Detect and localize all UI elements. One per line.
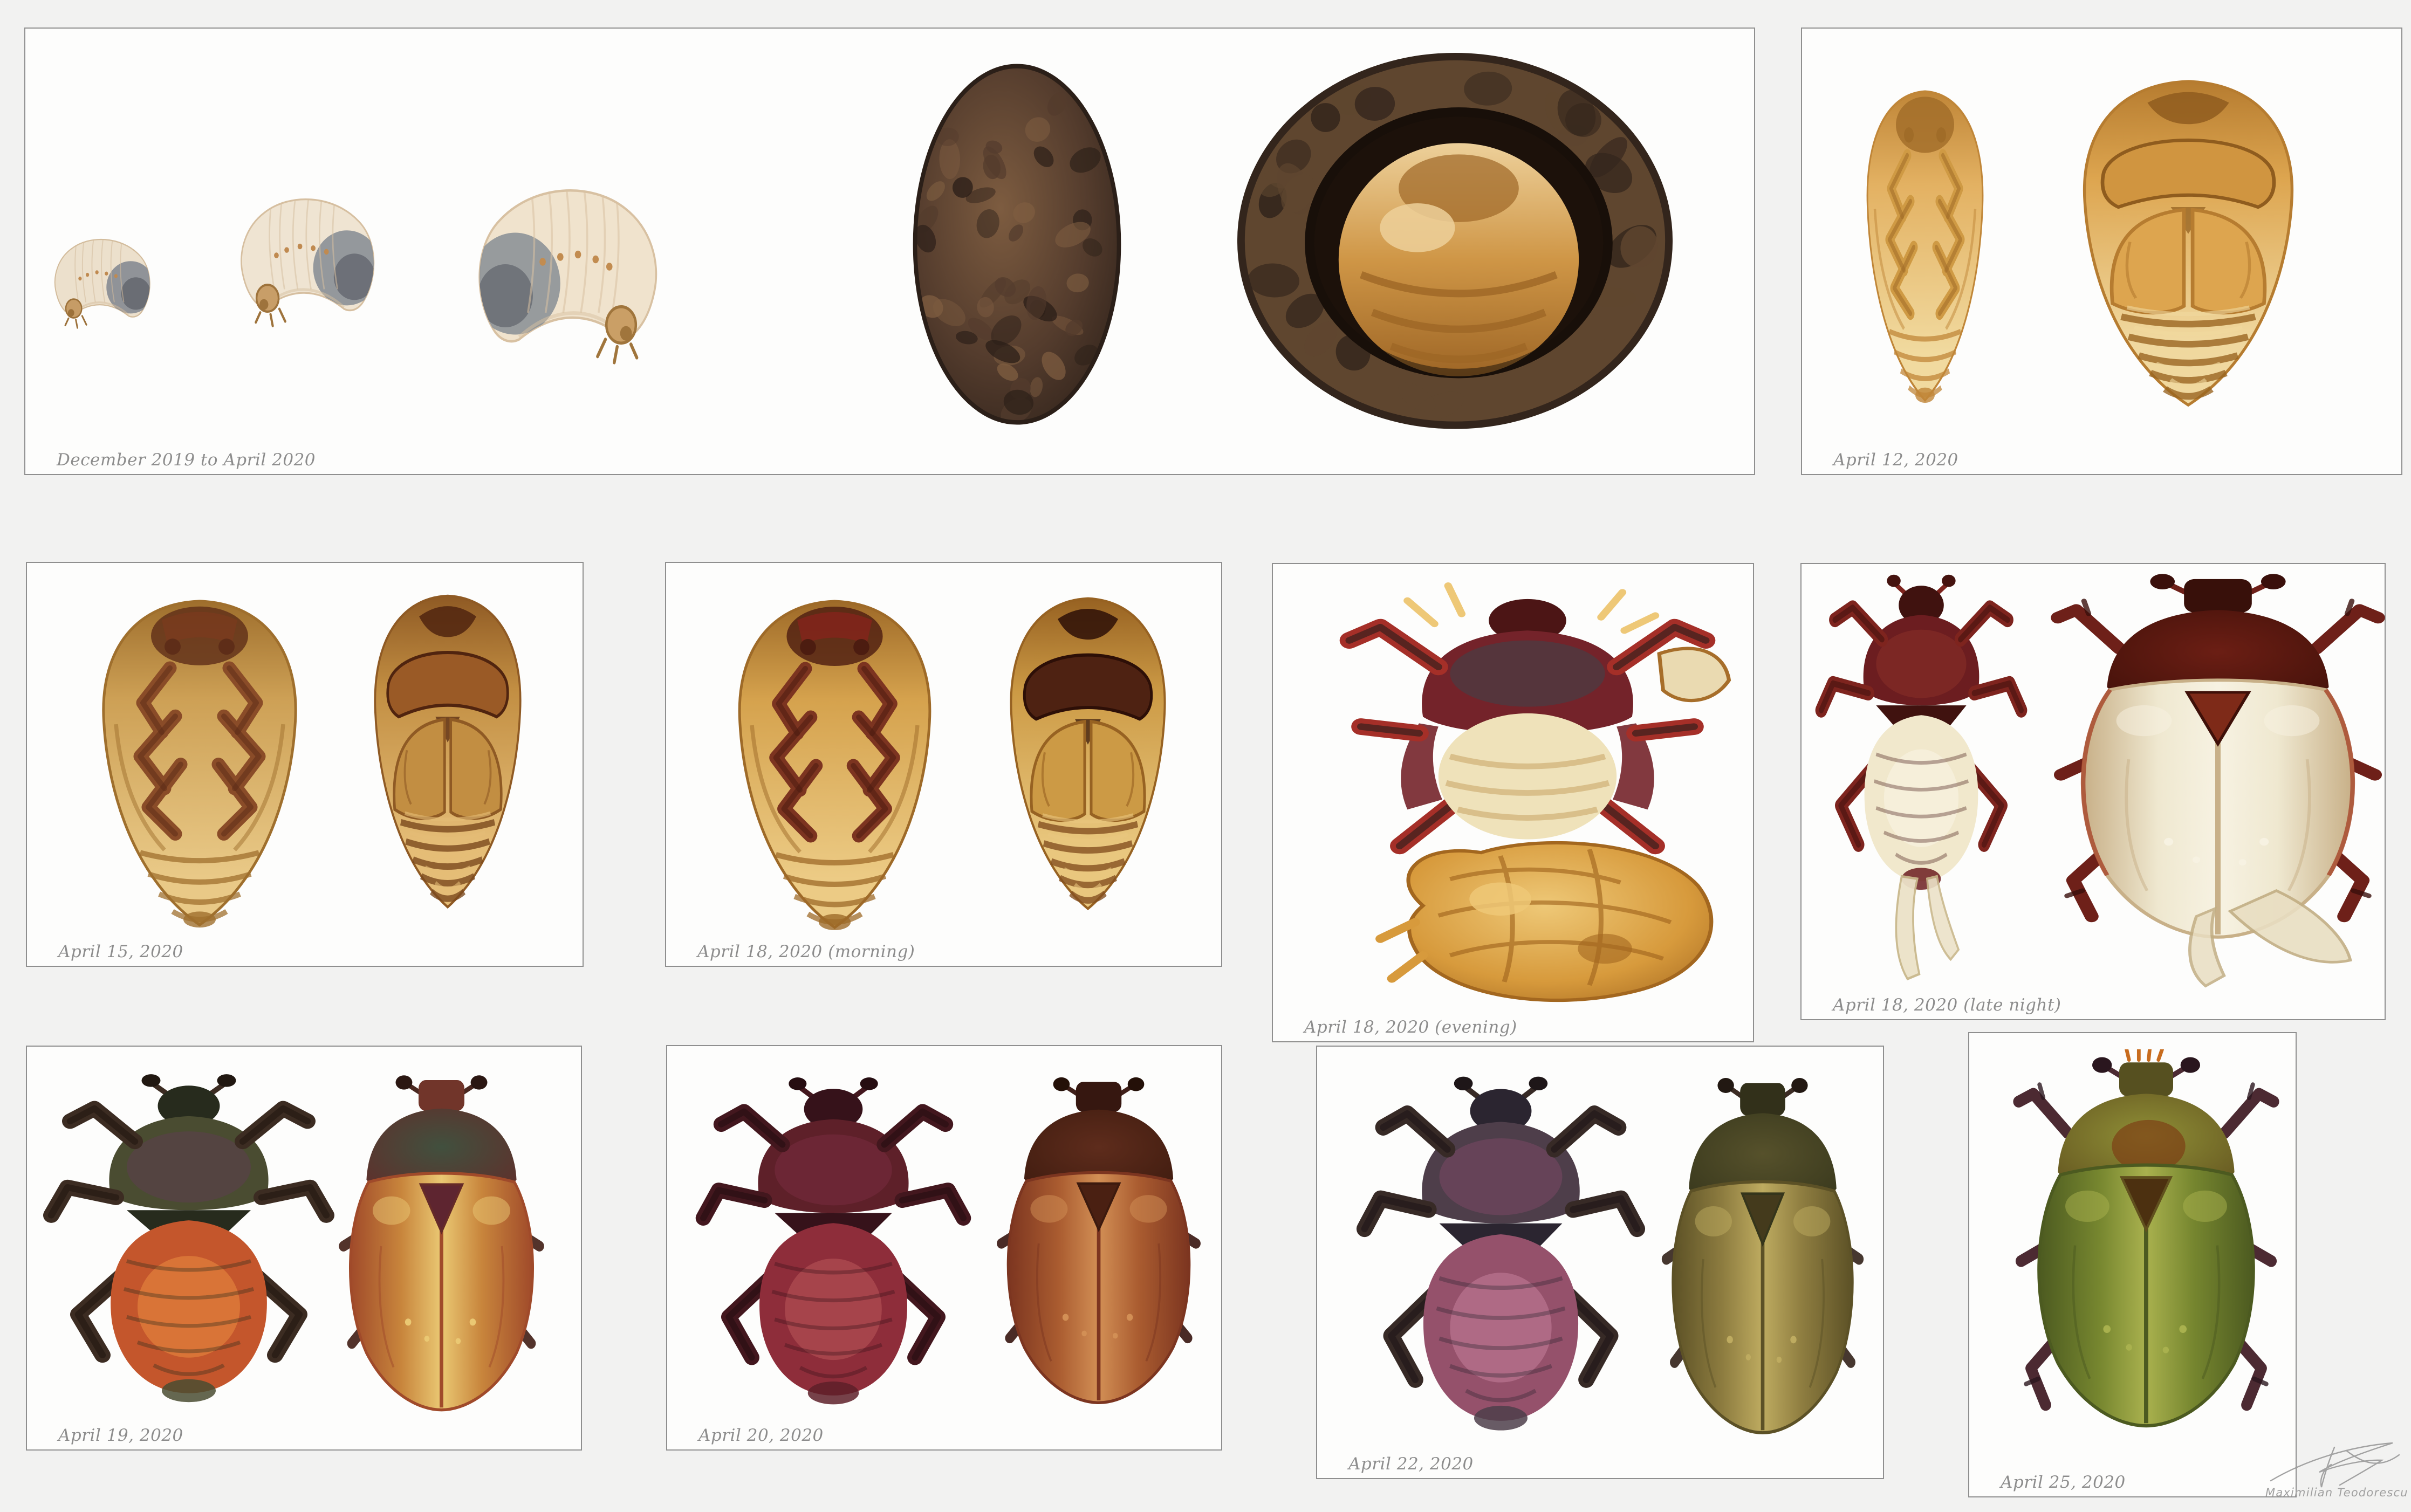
- panel-caption: April 18, 2020 (late night): [1833, 995, 2061, 1015]
- specimen-larva-flip: [43, 232, 159, 332]
- specimen-adult-dorsal-spiky: [2011, 1049, 2281, 1481]
- artist-signature-icon: [2270, 1442, 2400, 1488]
- specimen-adult-ventral: [693, 1074, 974, 1428]
- panel-caption: April 22, 2020: [1348, 1454, 1474, 1474]
- panel-caption: April 25, 2020: [2001, 1473, 2126, 1492]
- photo-panel-pupa-april-15: April 15, 2020: [26, 562, 584, 967]
- specimen-adult-ventral: [40, 1070, 337, 1426]
- specimen-pupa-dorsal: [2043, 71, 2334, 418]
- specimen-pupa-ventral: [701, 590, 968, 941]
- specimen-emerging: [1314, 581, 1741, 1028]
- panel-caption: April 15, 2020: [58, 942, 183, 961]
- photo-panel-adult-april-25: April 25, 2020: [1968, 1032, 2297, 1497]
- photo-panel-eclosion-april-18-evening: April 18, 2020 (evening): [1272, 563, 1754, 1042]
- specimen-adult-ventral-teneral-wings: [1813, 571, 2029, 986]
- artist-name: Maximilian Teodorescu: [2265, 1486, 2408, 1499]
- specimen-adult-ventral: [1354, 1073, 1648, 1456]
- specimen-larva: [462, 177, 678, 371]
- panel-caption: April 18, 2020 (evening): [1304, 1018, 1517, 1037]
- panel-caption: December 2019 to April 2020: [57, 450, 316, 470]
- photo-panel-adult-april-20: April 20, 2020: [666, 1045, 1222, 1451]
- photo-panel-pupa-april-12: April 12, 2020: [1801, 28, 2402, 475]
- specimen-cell-closed: [908, 58, 1126, 430]
- artist-signature-block: Maximilian Teodorescu: [2265, 1439, 2408, 1499]
- specimen-adult-dorsal-teneral: [2049, 566, 2387, 991]
- panel-caption: April 19, 2020: [58, 1426, 183, 1445]
- panel-caption: April 12, 2020: [1833, 450, 1958, 470]
- specimen-pupa-ventral: [1844, 81, 2006, 413]
- panel-caption: April 20, 2020: [698, 1426, 824, 1445]
- photo-panel-larva-stages: December 2019 to April 2020: [24, 28, 1755, 475]
- specimen-pupa-dorsal: [980, 588, 1196, 922]
- specimen-larva-flip: [225, 189, 387, 332]
- photo-panel-adult-april-19: April 19, 2020: [26, 1046, 582, 1451]
- specimen-adult-dorsal: [985, 1070, 1213, 1417]
- specimen-adult-dorsal: [1650, 1070, 1875, 1448]
- specimen-pupa-ventral: [65, 590, 334, 938]
- photo-panel-pupa-april-18-morning: April 18, 2020 (morning): [665, 562, 1222, 967]
- photo-panel-adult-april-22: April 22, 2020: [1316, 1046, 1884, 1479]
- specimen-cell-open: [1230, 49, 1680, 435]
- panel-caption: April 18, 2020 (morning): [697, 942, 915, 961]
- specimen-pupa-dorsal: [346, 586, 550, 920]
- photo-panel-teneral-april-18-late-night: April 18, 2020 (late night): [1800, 563, 2386, 1020]
- specimen-adult-dorsal: [327, 1068, 556, 1424]
